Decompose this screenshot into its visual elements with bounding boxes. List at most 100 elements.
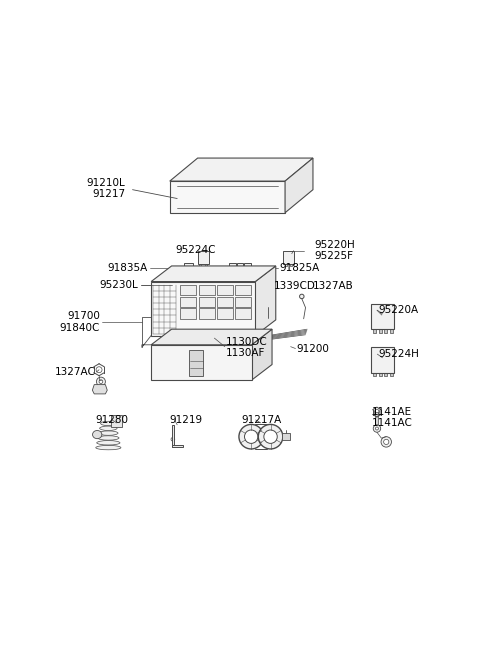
Polygon shape xyxy=(371,348,394,373)
Bar xyxy=(201,286,212,294)
Circle shape xyxy=(300,294,304,299)
Bar xyxy=(373,329,376,332)
Circle shape xyxy=(374,409,380,415)
Circle shape xyxy=(384,440,389,445)
Polygon shape xyxy=(285,158,313,213)
Bar xyxy=(373,373,376,376)
Circle shape xyxy=(239,424,264,449)
Bar xyxy=(384,329,387,332)
Text: 95230L: 95230L xyxy=(99,279,138,290)
Bar xyxy=(179,291,181,294)
Bar xyxy=(285,254,293,261)
Bar xyxy=(230,265,235,273)
Polygon shape xyxy=(170,158,313,181)
Text: 1141AE
1141AC: 1141AE 1141AC xyxy=(372,407,413,428)
Circle shape xyxy=(381,437,392,447)
Bar xyxy=(290,263,292,266)
Circle shape xyxy=(206,336,211,341)
Polygon shape xyxy=(171,276,183,291)
Bar xyxy=(379,373,382,376)
Polygon shape xyxy=(283,251,294,263)
Bar xyxy=(238,265,243,273)
Text: 95220A: 95220A xyxy=(378,306,418,315)
Polygon shape xyxy=(92,384,107,394)
Bar xyxy=(201,298,212,306)
Polygon shape xyxy=(235,285,251,295)
Text: 1327AB: 1327AB xyxy=(313,281,354,292)
Bar xyxy=(153,285,176,334)
Ellipse shape xyxy=(99,431,118,436)
Polygon shape xyxy=(184,263,193,273)
Circle shape xyxy=(264,430,277,443)
Bar xyxy=(238,298,249,306)
Bar xyxy=(390,329,393,332)
Bar xyxy=(185,265,192,272)
Text: 91200: 91200 xyxy=(296,344,329,353)
Text: 91210L
91217: 91210L 91217 xyxy=(86,178,125,199)
Circle shape xyxy=(258,424,283,449)
Bar xyxy=(183,298,194,306)
Polygon shape xyxy=(151,266,276,282)
Polygon shape xyxy=(199,285,215,295)
Polygon shape xyxy=(235,297,251,307)
Text: 91217A: 91217A xyxy=(241,415,282,425)
Polygon shape xyxy=(172,445,183,447)
Bar xyxy=(373,307,391,326)
Text: 91280: 91280 xyxy=(96,415,128,425)
Polygon shape xyxy=(199,297,215,307)
Text: 95224C: 95224C xyxy=(176,245,216,255)
Ellipse shape xyxy=(93,430,102,439)
Polygon shape xyxy=(229,263,236,275)
Bar xyxy=(390,373,393,376)
Polygon shape xyxy=(217,297,233,307)
Polygon shape xyxy=(189,350,204,376)
Bar xyxy=(282,433,290,440)
Ellipse shape xyxy=(98,436,119,440)
Ellipse shape xyxy=(100,426,117,430)
Polygon shape xyxy=(244,263,251,275)
Polygon shape xyxy=(237,263,243,275)
Circle shape xyxy=(375,427,378,430)
Polygon shape xyxy=(151,282,255,336)
Bar xyxy=(219,298,230,306)
Ellipse shape xyxy=(97,441,120,445)
Bar xyxy=(219,310,230,317)
Polygon shape xyxy=(235,308,251,319)
Polygon shape xyxy=(217,285,233,295)
Bar xyxy=(111,415,122,427)
Polygon shape xyxy=(255,266,276,336)
Bar xyxy=(183,286,194,294)
Ellipse shape xyxy=(101,421,116,426)
Bar xyxy=(183,310,194,317)
Polygon shape xyxy=(172,425,174,447)
Bar xyxy=(238,310,249,317)
Bar xyxy=(219,286,230,294)
Text: 91219: 91219 xyxy=(169,415,202,425)
Bar xyxy=(379,329,382,332)
Ellipse shape xyxy=(96,445,121,450)
Bar xyxy=(285,263,287,266)
Bar xyxy=(201,310,212,317)
Text: 95220H
95225F: 95220H 95225F xyxy=(315,240,356,261)
Circle shape xyxy=(96,377,106,386)
Polygon shape xyxy=(199,308,215,319)
Circle shape xyxy=(264,301,271,307)
Polygon shape xyxy=(151,345,252,380)
Bar xyxy=(373,351,391,370)
Polygon shape xyxy=(170,181,285,213)
Text: 1339CD: 1339CD xyxy=(274,281,316,292)
Text: 91835A: 91835A xyxy=(107,263,147,273)
Text: 91700
91840C: 91700 91840C xyxy=(60,311,100,332)
Circle shape xyxy=(171,438,175,441)
Polygon shape xyxy=(198,251,209,264)
Circle shape xyxy=(99,380,103,384)
Polygon shape xyxy=(180,308,196,319)
Polygon shape xyxy=(151,329,272,345)
Bar xyxy=(375,412,378,428)
Circle shape xyxy=(96,367,102,373)
Bar xyxy=(199,264,201,267)
Polygon shape xyxy=(252,329,272,380)
Text: 1327AC: 1327AC xyxy=(54,367,96,377)
Bar xyxy=(173,279,181,288)
Circle shape xyxy=(373,425,381,432)
